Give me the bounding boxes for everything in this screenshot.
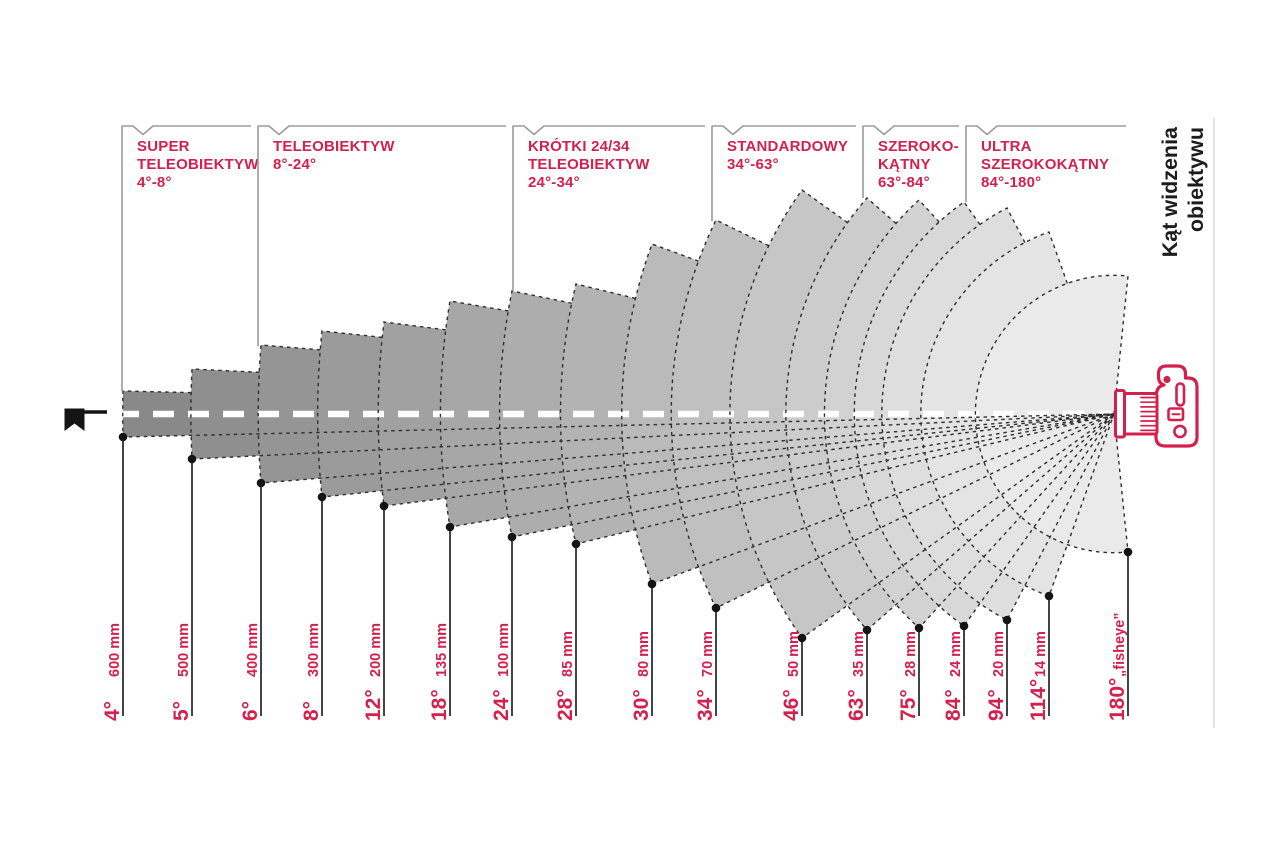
category-bracket [512,125,705,291]
lens-focal-label: 85 mm [560,631,576,677]
lens-angle-label: 114° [1027,679,1050,721]
lens-angle-label: 63° [845,689,868,721]
lens-focal-label: 70 mm [700,631,716,677]
wedge-outline-24deg [498,290,1115,538]
category-label: KRÓTKI 24/34 TELEOBIEKTYW 24°-34° [528,137,650,191]
lens-angle-label: 24° [490,689,513,721]
lens-angle-label: 5° [170,701,193,721]
category-label: TELEOBIEKTYW 8°-24° [273,138,395,173]
lens-dot [1002,615,1012,625]
wedge-outline-114deg [920,231,1115,597]
lens-dot [379,501,389,511]
lens-focal-label: 35 mm [851,631,867,677]
lens-angle-label: 4° [101,701,124,721]
lens-angle-label: 12° [362,689,385,721]
lens-angle-label: 34° [694,689,717,721]
lens-focal-label: 14 mm [1033,631,1049,677]
lens-dot [862,625,872,635]
lens-focal-label: 500 mm [176,623,192,677]
camera-screen [1167,407,1185,422]
category-bracket [862,125,959,198]
wedge-fill-fisheye [975,275,1128,553]
wedge-outline-180deg [974,274,1129,554]
lens-dot [647,579,657,589]
lens-dot [118,432,128,442]
lens-dot [571,539,581,549]
lens-focal-label: 80 mm [636,631,652,677]
bookmark-marker-icon [64,408,107,431]
category-label: STANDARDOWY 34°-63° [727,138,848,173]
lens-labels: 4° 600 mm 5° 500 mm 6° 400 mm 8° 300 mm 12° 200 m… [101,432,1133,721]
camera-dial [1173,424,1187,439]
camera-grip-slot [1175,382,1186,407]
lens-dot [959,621,969,631]
wedge-fills [122,190,1128,638]
category-bracket [711,125,856,221]
wedge-outline-18deg [439,300,1115,528]
lens-angle-label: 30° [630,689,653,721]
lens-focal-label: 50 mm [786,631,802,677]
lens-focal-label: 24 mm [948,631,964,677]
camera-lens-barrel [1122,392,1159,436]
lens-focal-label: 600 mm [107,623,123,677]
lens-dot [256,478,266,488]
lens-angle-label: 46° [780,689,803,721]
lens-angle-label: 18° [428,689,451,721]
diagram-title-line2: obiektywu [1184,127,1208,232]
lens-dot [711,603,721,613]
category-bracket [121,125,251,391]
lens-angle-label: 75° [897,689,920,721]
lens-angle-label: 94° [985,689,1008,721]
lens-angle-label: 28° [554,689,577,721]
wedge-outline-94deg [881,207,1115,621]
category-brackets: SUPER TELEOBIEKTYW 4°-8° TELEOBIEKTYW 8°-24°… [121,125,1126,391]
category-label: SZEROKO-KĄTNY 63°-84° [878,138,959,191]
lens-angle-label: 180° [1106,678,1129,721]
lens-angle-label: 8° [300,701,323,721]
camera-lens-rim [1114,389,1126,439]
lens-dot [797,633,807,643]
lens-dot [1123,547,1133,557]
lens-focal-label: „fisheye” [1112,613,1128,677]
lens-dot [507,532,517,542]
lens-angle-label: 6° [239,701,262,721]
category-bracket [965,125,1126,202]
lens-focal-label: 300 mm [306,623,322,677]
category-label: SUPER TELEOBIEKTYW 4°-8° [137,138,259,191]
wedge-outline-75deg [823,199,1115,629]
camera-lens-ribs [1140,396,1156,432]
category-label: ULTRA SZEROKOKĄTNY 84°-180° [981,138,1109,191]
lens-dot [1044,591,1054,601]
lens-dot [317,492,327,502]
dslr-camera-side-icon [1114,364,1199,448]
lens-focal-label: 20 mm [991,631,1007,677]
wedge-outline-63deg [785,197,1115,631]
category-bracket [257,125,506,346]
lens-angle-label: 84° [942,689,965,721]
generated-diagram: 4° 600 mm 5° 500 mm 6° 400 mm 8° 300 mm 12° 200 m… [101,125,1133,721]
wedge-outline-46deg [729,189,1115,639]
wedge-outline-30deg [621,243,1115,585]
diagram-title-line1: Kąt widzenia [1158,126,1182,257]
lens-dot [187,454,197,464]
camera-shutter-dot [1163,375,1171,384]
lens-focal-label: 100 mm [496,623,512,677]
lens-focal-label: 135 mm [434,623,450,677]
lens-focal-label: 400 mm [245,623,261,677]
lens-focal-label: 200 mm [368,623,384,677]
lens-dot [914,623,924,633]
wedge-outline-84deg [853,201,1115,627]
lens-focal-label: 28 mm [903,631,919,677]
lens-dot [445,522,455,532]
camera-body [1154,364,1199,448]
